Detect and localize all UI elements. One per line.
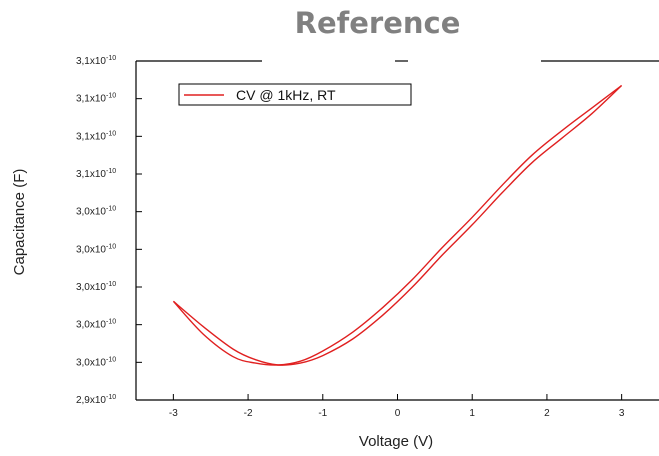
y-tick-label: 3,0x10 (76, 357, 106, 368)
y-tick-label: 3,0x10 (76, 282, 106, 293)
legend-box (178, 83, 412, 106)
y-tick-exponent: -10 (106, 243, 116, 250)
x-tick-label: 3 (619, 408, 625, 419)
y-tick-exponent: -10 (106, 168, 116, 175)
series-group (172, 84, 623, 366)
y-tick-exponent: -10 (106, 130, 116, 137)
y-tick-label: 2,9x10 (76, 395, 106, 406)
legend-label: CV @ 1kHz, RT (236, 87, 336, 103)
x-tick-label: 1 (469, 408, 475, 419)
x-ticks: -3 -2 -1 0 1 2 3 (169, 394, 625, 419)
y-tick-exponent: -10 (106, 281, 116, 288)
x-tick-label: -2 (244, 408, 253, 419)
series-line-forward (172, 84, 623, 366)
y-tick-exponent: -10 (106, 319, 116, 326)
plot-frame (135, 60, 659, 401)
series-line-reverse (172, 84, 623, 366)
x-tick-label: 0 (395, 408, 401, 419)
y-tick-exponent: -10 (106, 93, 116, 100)
y-tick-label: 3,0x10 (76, 244, 106, 255)
x-tick-label: -1 (318, 408, 327, 419)
y-tick-label: 3,1x10 (76, 131, 106, 142)
x-axis-label: Voltage (V) (359, 433, 433, 450)
x-tick-label: 2 (544, 408, 550, 419)
legend: CV @ 1kHz, RT (178, 83, 412, 106)
y-tick-exponent: -10 (106, 55, 116, 62)
y-tick-label: 3,1x10 (76, 56, 106, 67)
y-tick-label: 3,1x10 (76, 94, 106, 105)
y-tick-label: 3,0x10 (76, 207, 106, 218)
y-tick-label: 3,0x10 (76, 320, 106, 331)
chart-title: Reference (294, 6, 461, 40)
y-tick-label: 3,1x10 (76, 169, 106, 180)
y-tick-exponent: -10 (106, 394, 116, 401)
y-tick-exponent: -10 (106, 356, 116, 363)
y-axis-label: Capacitance (F) (11, 169, 28, 276)
y-tick-exponent: -10 (106, 206, 116, 213)
x-tick-label: -3 (169, 408, 178, 419)
y-ticks: 2,9x10 -103,0x10 -103,0x10 -103,0x10 -103,0x… (76, 55, 142, 406)
